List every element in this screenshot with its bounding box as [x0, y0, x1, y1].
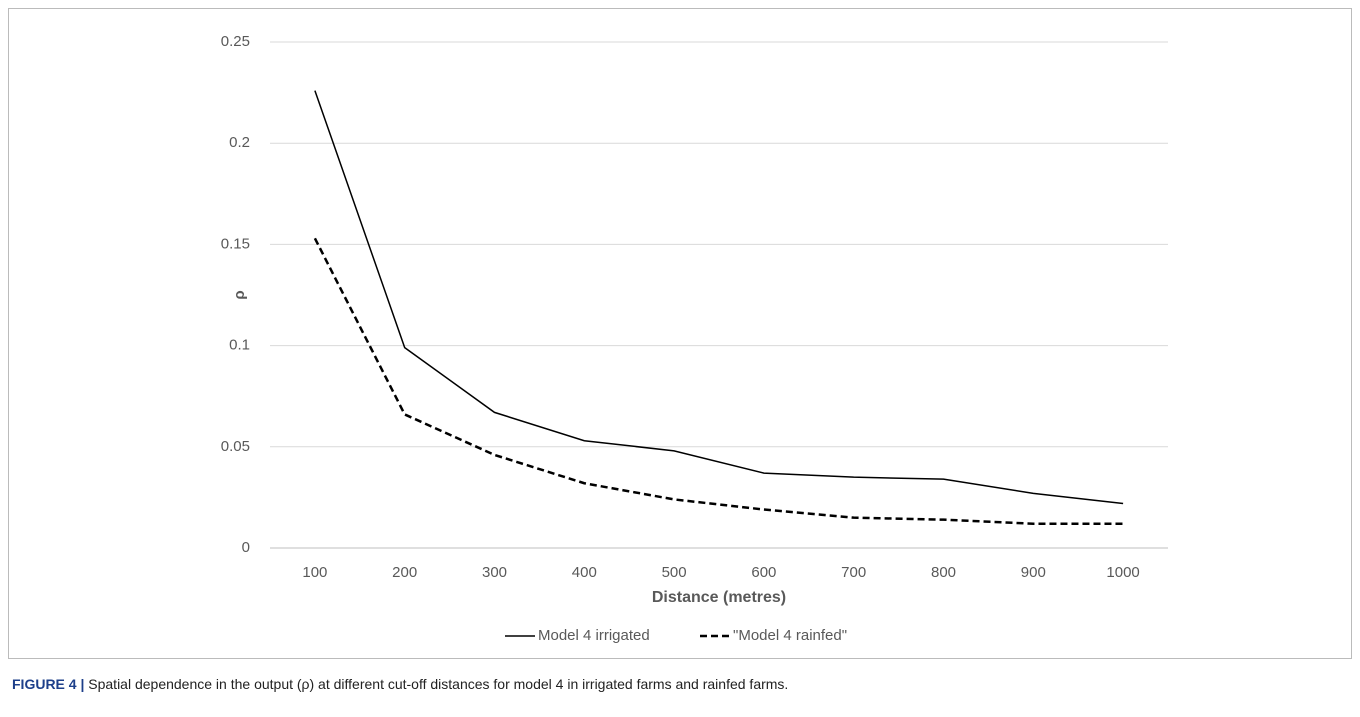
legend-label: Model 4 irrigated	[538, 627, 650, 644]
y-tick-label: 0.2	[229, 134, 250, 151]
x-tick-label: 500	[662, 564, 687, 581]
x-tick-label: 100	[302, 564, 327, 581]
y-axis-label: ρ	[231, 290, 248, 299]
series-line	[314, 90, 1124, 505]
x-tick-label: 300	[482, 564, 507, 581]
x-tick-label: 400	[572, 564, 597, 581]
x-axis-label: Distance (metres)	[652, 589, 786, 606]
x-tick-label: 600	[751, 564, 776, 581]
y-tick-label: 0.1	[229, 337, 250, 354]
frame	[8, 8, 1352, 659]
x-tick-label: 800	[931, 564, 956, 581]
legend-label: "Model 4 rainfed"	[733, 627, 847, 644]
x-tick-label: 900	[1021, 564, 1046, 581]
caption-label: FIGURE 4 |	[12, 676, 85, 692]
y-tick-label: 0.25	[221, 33, 250, 50]
y-tick-label: 0.05	[221, 438, 250, 455]
x-tick-label: 700	[841, 564, 866, 581]
series-line	[313, 237, 1124, 525]
x-tick-label: 200	[392, 564, 417, 581]
y-tick-label: 0	[242, 539, 250, 556]
caption-text: Spatial dependence in the output (ρ) at …	[88, 676, 789, 692]
x-tick-label: 1000	[1106, 564, 1139, 581]
y-tick-label: 0.15	[221, 235, 250, 252]
caption: FIGURE 4 | Spatial dependence in the out…	[12, 676, 788, 692]
